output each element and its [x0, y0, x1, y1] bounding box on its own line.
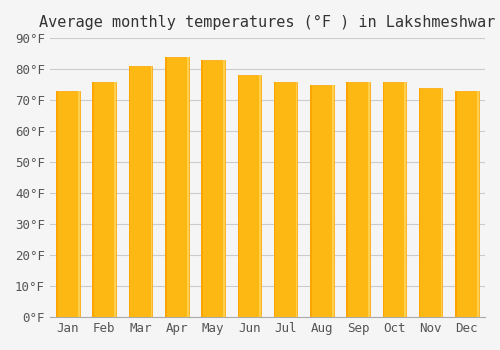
Bar [128, 66, 130, 317]
Bar [114, 82, 116, 317]
Bar [92, 82, 94, 317]
Bar [310, 85, 312, 317]
Bar [477, 91, 478, 317]
Bar [455, 91, 456, 317]
Bar [56, 91, 58, 317]
Bar [419, 88, 420, 317]
Bar [419, 88, 442, 317]
Bar [260, 75, 261, 317]
Bar [404, 82, 406, 317]
Bar [346, 82, 370, 317]
Bar [346, 82, 348, 317]
Bar [165, 57, 188, 317]
Bar [296, 82, 298, 317]
Bar [92, 82, 116, 317]
Title: Average monthly temperatures (°F ) in Lakshmeshwar: Average monthly temperatures (°F ) in La… [40, 15, 496, 30]
Bar [310, 85, 334, 317]
Bar [78, 91, 80, 317]
Bar [223, 60, 225, 317]
Bar [150, 66, 152, 317]
Bar [274, 82, 276, 317]
Bar [165, 57, 166, 317]
Bar [440, 88, 442, 317]
Bar [368, 82, 370, 317]
Bar [202, 60, 203, 317]
Bar [202, 60, 225, 317]
Bar [455, 91, 478, 317]
Bar [238, 75, 261, 317]
Bar [274, 82, 297, 317]
Bar [332, 85, 334, 317]
Bar [238, 75, 239, 317]
Bar [56, 91, 80, 317]
Bar [382, 82, 406, 317]
Bar [187, 57, 188, 317]
Bar [128, 66, 152, 317]
Bar [382, 82, 384, 317]
